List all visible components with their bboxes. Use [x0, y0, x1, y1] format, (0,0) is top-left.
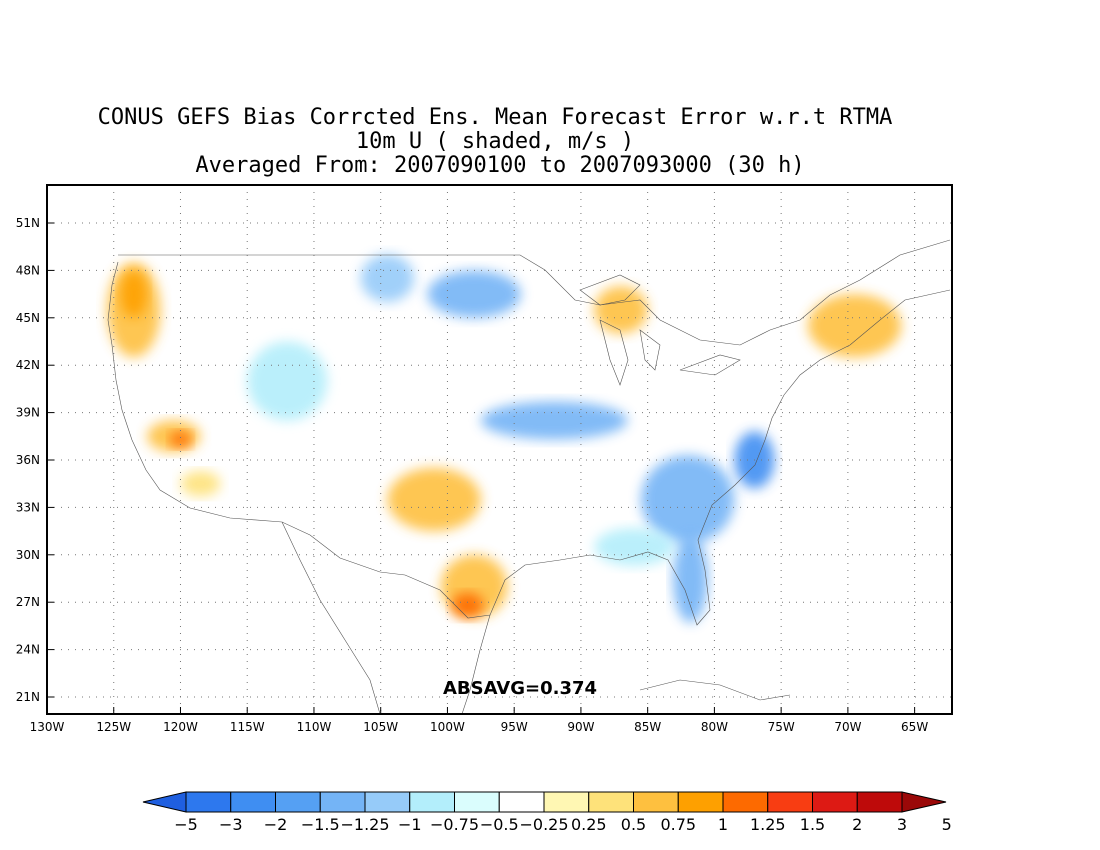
colorbar-label: 0.5 [621, 815, 646, 834]
cuba-outline [639, 679, 791, 701]
region-southern-plains-positive [387, 467, 481, 532]
lat-tick-label: 21N [16, 690, 40, 704]
region-central-plains-negative [480, 401, 628, 440]
canada-border [118, 239, 951, 346]
region-great-basin-negative [247, 341, 328, 421]
lat-tick-label: 33N [16, 500, 40, 514]
title-line-1: CONUS GEFS Bias Corrcted Ens. Mean Forec… [98, 105, 893, 130]
colorbar-box [633, 791, 679, 813]
colorbar-label: 5 [942, 815, 952, 834]
lon-tick-label: 125W [96, 720, 131, 734]
colorbar-label: −1.25 [340, 815, 389, 834]
colorbar-label: 1.5 [800, 815, 825, 834]
colorbar-box [588, 791, 634, 813]
colorbar-label: 0.75 [660, 815, 696, 834]
colorbar-label: −0.5 [480, 815, 519, 834]
region-pacific-northwest-core [120, 270, 148, 318]
plot-frame [46, 184, 953, 715]
colorbar-label: −0.75 [430, 815, 479, 834]
lon-tick-label: 70W [834, 720, 861, 734]
colorbar-label: 0.25 [571, 815, 607, 834]
colorbar-box [856, 791, 903, 813]
region-new-england-positive [807, 294, 902, 358]
colorbar-label: −5 [174, 815, 198, 834]
colorbar-label: 1 [718, 815, 728, 834]
lon-tick-label: 80W [701, 720, 728, 734]
lat-tick-label: 30N [16, 548, 40, 562]
colorbar-end-right [901, 791, 947, 813]
colorbar-label: −1.5 [301, 815, 340, 834]
colorbar-label: 2 [852, 815, 862, 834]
coastline-outlines [107, 239, 951, 714]
lon-tick-label: 90W [567, 720, 594, 734]
region-southern-california-positive [180, 471, 221, 497]
lon-tick-label: 105W [363, 720, 398, 734]
lat-tick-label: 27N [16, 595, 40, 609]
colorbar-label: 3 [897, 815, 907, 834]
title-line-2: 10m U ( shaded, m/s ) [356, 129, 634, 154]
latitude-axis: 51N 48N 45N 42N 39N 36N 33N 30N 27N 24N 21N [16, 216, 54, 704]
title-line-3: Averaged From: 2007090100 to 2007093000 … [195, 153, 804, 178]
region-southeast-negative [640, 455, 735, 544]
lon-tick-label: 115W [230, 720, 265, 734]
colorbar-box [722, 791, 769, 813]
lat-tick-label: 42N [16, 358, 40, 372]
region-gulf-coast-negative [594, 527, 675, 566]
colorbar-box [275, 791, 321, 813]
colorbar-box [364, 791, 411, 813]
colorbar-box [454, 791, 500, 813]
colorbar-box [498, 791, 545, 813]
lon-tick-label: 85W [634, 720, 661, 734]
region-northern-rockies-negative [360, 254, 415, 302]
colorbar-box [767, 791, 813, 813]
shaded-regions [107, 254, 902, 623]
colorbar-box [230, 791, 276, 813]
colorbar-box [319, 791, 366, 813]
lat-tick-label: 39N [16, 406, 40, 420]
lon-tick-label: 110W [297, 720, 332, 734]
region-upper-michigan-positive [594, 286, 648, 334]
colorbar: −5 −3 −2 −1.5 −1.25 −1 −0.75 −0.5 −0.25 0.25 0.5 0.… [142, 791, 952, 834]
lon-tick-label: 95W [501, 720, 528, 734]
region-florida-negative [673, 534, 708, 623]
colorbar-box [677, 791, 724, 813]
colorbar-label: 1.25 [750, 815, 786, 834]
colorbar-end-left [142, 791, 187, 813]
colorbar-box [812, 791, 858, 813]
us-coastline [107, 261, 951, 626]
region-central-california-core [169, 431, 192, 448]
colorbar-label: −3 [219, 815, 243, 834]
great-lakes-outline [579, 274, 741, 386]
lon-tick-label: 75W [768, 720, 795, 734]
colorbar-box [543, 791, 590, 813]
lat-tick-label: 45N [16, 311, 40, 325]
lat-tick-label: 24N [16, 643, 40, 657]
colorbar-label: −2 [264, 815, 288, 834]
lon-tick-label: 120W [163, 720, 198, 734]
colorbar-box [409, 791, 455, 813]
lat-tick-label: 36N [16, 453, 40, 467]
absavg-label: ABSAVG=0.374 [443, 678, 597, 699]
lon-tick-label: 65W [901, 720, 928, 734]
lon-tick-label: 130W [30, 720, 65, 734]
region-south-texas-core [451, 592, 484, 618]
lon-tick-label: 100W [430, 720, 465, 734]
longitude-axis: 130W 125W 120W 115W 110W 105W 100W 95W 90W 85W 80W… [30, 707, 928, 734]
lat-tick-label: 48N [16, 263, 40, 277]
colorbar-label: −1 [398, 815, 422, 834]
mexico-coast [281, 521, 491, 714]
colorbar-label: −0.25 [519, 815, 568, 834]
map-plot-area: ABSAVG=0.374 [47, 185, 952, 714]
colorbar-box [185, 791, 232, 813]
lat-tick-label: 51N [16, 216, 40, 230]
region-northern-plains-negative [427, 270, 521, 318]
